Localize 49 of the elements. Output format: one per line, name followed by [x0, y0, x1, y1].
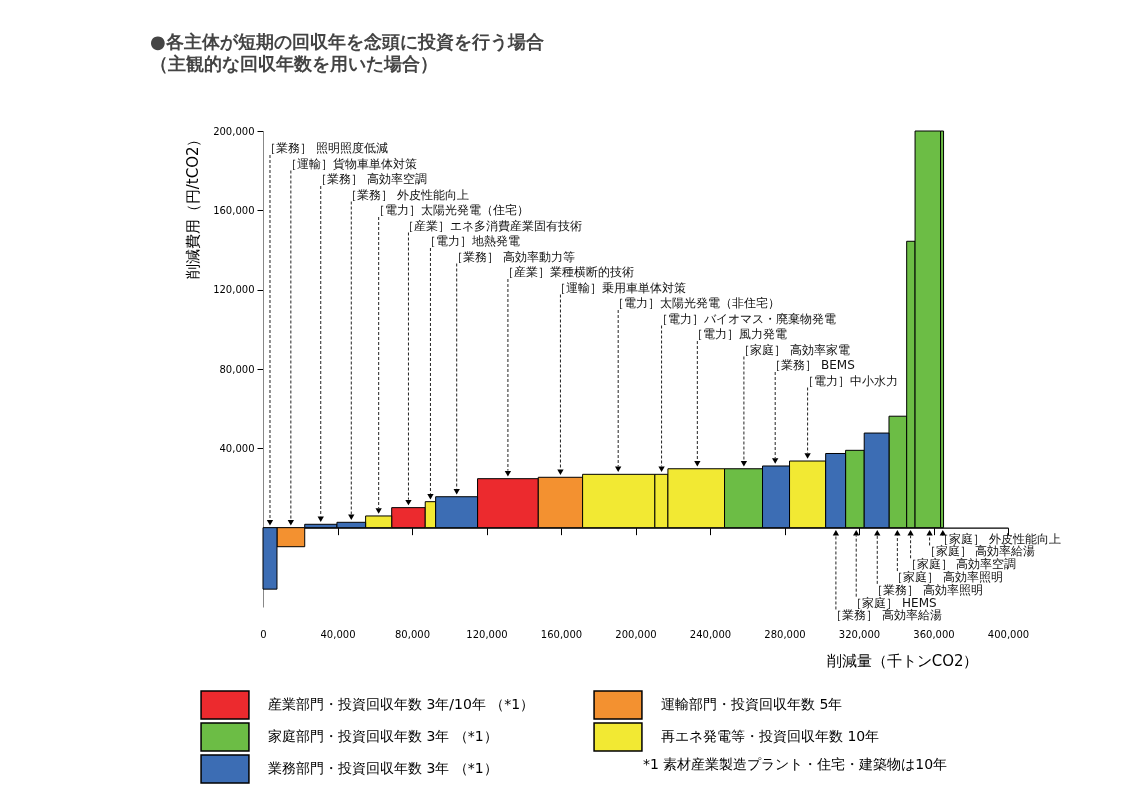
legend-label: 運輸部門・投資回収年数 5年	[661, 696, 843, 712]
annotation: ［電力］地熱発電	[424, 234, 521, 248]
annotation: ［電力］太陽光発電（非住宅）	[612, 296, 781, 310]
y-axis-title: 削減費用（円/tCO2）	[184, 131, 203, 280]
annotation: ［業務］ 高効率空調	[314, 172, 427, 186]
annotation: ［電力］風力発電	[691, 327, 788, 341]
text: *1 素材産業製造プラント・住宅・建築物は10年	[643, 756, 948, 772]
legend-label: 家庭部門・投資回収年数 3年 （*1）	[268, 728, 498, 744]
annotation: ［運輸］貨物車単体対策	[284, 156, 417, 171]
annotation: ［家庭］ 高効率家電	[737, 342, 850, 357]
annotation: ［運輸］乗用車単体対策	[554, 280, 687, 295]
annotation: ［業務］ 高効率照明	[871, 582, 984, 597]
x-axis-title: 削減量（千トンCO2）	[826, 652, 979, 671]
annotation: ［業務］ 高効率給湯	[829, 608, 942, 623]
annotation: ［電力］太陽光発電（住宅）	[372, 203, 529, 217]
y-tick-label: 200,000	[213, 125, 255, 137]
x-tick-label: 80,000	[395, 629, 430, 641]
annotation: ［業務］ 外皮性能向上	[345, 187, 470, 202]
x-tick-label: 160,000	[540, 629, 583, 641]
legend-label: 再エネ発電等・投資回収年数 10年	[661, 728, 880, 744]
y-tick-label: 120,000	[213, 284, 255, 296]
annotation: ［業務］ 高効率動力等	[450, 249, 575, 264]
annotation: ［家庭］ 外皮性能向上	[936, 531, 1061, 546]
chart-title: ●各主体が短期の回収年を念頭に投資を行う場合	[150, 31, 544, 52]
y-tick-label: 80,000	[219, 363, 255, 375]
annotation: ［家庭］ 高効率照明	[891, 570, 1004, 585]
x-tick-label: 280,000	[764, 629, 806, 641]
annotation: ［産業］業種横断的技術	[501, 265, 634, 279]
y-tick-label: 160,000	[213, 204, 255, 216]
legend-label: 産業部門・投資回収年数 3年/10年 （*1）	[268, 696, 535, 712]
x-tick-label: 320,000	[838, 629, 881, 641]
x-tick-label: 240,000	[689, 629, 732, 641]
annotation: ［業務］ BEMS	[769, 358, 855, 372]
x-tick-label: 360,000	[913, 629, 955, 641]
x-tick-label: 200,000	[615, 629, 657, 641]
legend-label: 業務部門・投資回収年数 3年 （*1）	[268, 760, 498, 776]
annotation: ［家庭］ HEMS	[850, 595, 937, 610]
annotation: ［家庭］ 高効率空調	[904, 557, 1017, 572]
x-tick-label: 0	[260, 629, 267, 641]
annotation: ［家庭］ 高効率給湯	[923, 544, 1036, 559]
annotation: ［電力］バイオマス・廃棄物発電	[655, 311, 836, 326]
y-tick-label: 40,000	[219, 442, 255, 454]
annotation: ［業務］ 照明照度低減	[263, 141, 388, 155]
annotation: ［産業］エネ多消費産業固有技術	[402, 218, 583, 233]
chart-subtitle: （主観的な回収年数を用いた場合）	[150, 53, 438, 74]
x-tick-label: 400,000	[987, 629, 1030, 641]
annotation: ［電力］中小水力	[801, 373, 898, 388]
x-tick-label: 40,000	[320, 629, 356, 641]
x-tick-label: 120,000	[466, 629, 508, 641]
